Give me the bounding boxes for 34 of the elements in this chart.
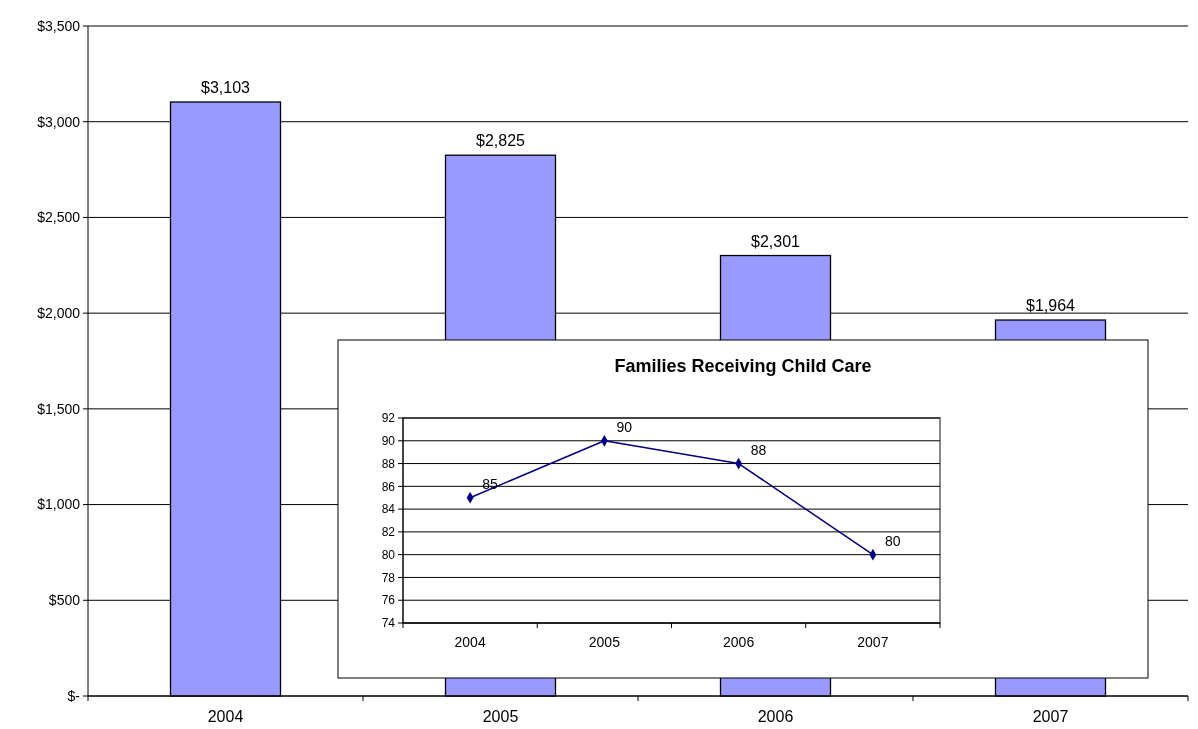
x-tick-label: 2007 [1032, 708, 1069, 725]
x-tick-label: 2007 [857, 634, 889, 650]
chart-title: Families Receiving Child Care [614, 356, 872, 376]
y-tick-label: $1,000 [37, 496, 81, 513]
x-tick-label: 2006 [723, 634, 755, 650]
y-tick-label: 76 [381, 593, 396, 608]
y-tick-label: $1,500 [37, 400, 81, 417]
data-label: 80 [884, 532, 901, 549]
y-tick-label: $2,000 [37, 305, 81, 322]
data-label: 88 [750, 441, 767, 458]
x-tick-label: 2005 [482, 708, 519, 725]
x-tick-label: 2004 [454, 634, 486, 650]
data-label: $2,301 [751, 232, 801, 250]
x-tick-label: 2006 [757, 708, 794, 725]
y-tick-label: $- [67, 687, 81, 704]
y-tick-label: $500 [48, 592, 81, 609]
y-tick-label: 90 [381, 433, 396, 448]
y-tick-label: $3,000 [37, 113, 81, 130]
y-tick-label: 80 [381, 547, 396, 562]
y-tick-label: 84 [381, 502, 396, 517]
x-tick-label: 2004 [207, 708, 244, 725]
y-tick-label: $2,500 [37, 209, 81, 226]
data-label: 90 [616, 418, 633, 435]
y-tick-label: 74 [381, 616, 396, 631]
y-tick-label: 92 [381, 411, 396, 426]
y-tick-label: 86 [381, 479, 396, 494]
y-tick-label: 78 [381, 570, 396, 585]
y-tick-label: 88 [381, 456, 396, 471]
data-label: $3,103 [201, 79, 251, 96]
data-label: $2,825 [476, 132, 526, 150]
y-tick-label: 82 [381, 525, 396, 540]
x-tick-label: 2005 [588, 634, 621, 650]
data-label: $1,964 [1026, 297, 1076, 315]
y-tick-label: $3,500 [37, 17, 81, 34]
